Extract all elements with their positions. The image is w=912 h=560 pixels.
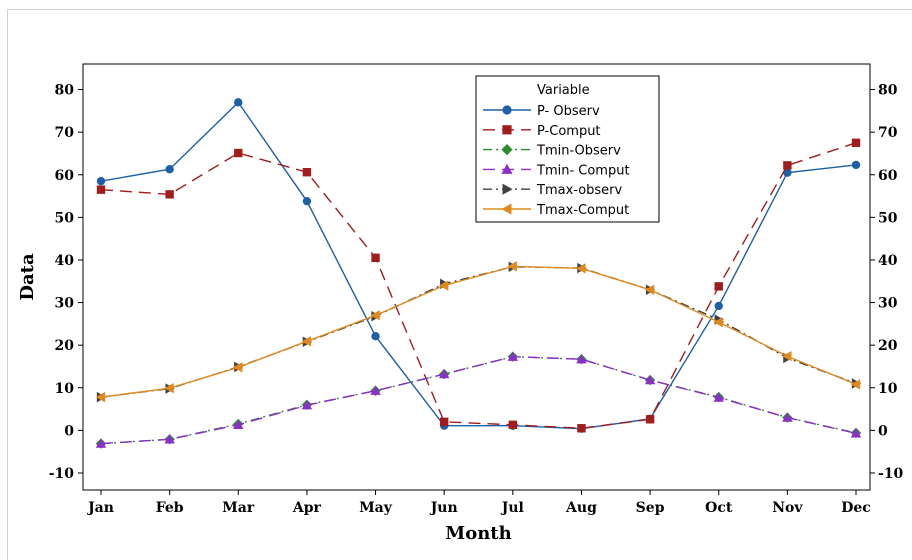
series-3-point	[782, 412, 793, 422]
x-tick-label: Mar	[222, 500, 255, 516]
legend-label-5: Tmax-Comput	[536, 203, 629, 218]
y-tick-label-left: -10	[49, 466, 75, 482]
series-1-point	[234, 148, 243, 158]
plot-border	[82, 63, 871, 491]
series-1-point	[302, 168, 312, 177]
series-3-point	[95, 438, 107, 448]
x-tick-label: Feb	[156, 500, 184, 516]
y-tick-label-left: 0	[64, 423, 74, 439]
legend-marker-3	[501, 163, 513, 174]
legend-marker-5	[501, 203, 512, 215]
legend-label-4: Tmax-observ	[536, 183, 623, 198]
series-1-point	[714, 282, 723, 291]
series-1-point	[439, 417, 449, 427]
series-3-point	[507, 351, 519, 361]
series-line-5	[100, 265, 857, 398]
series-5-point	[233, 362, 243, 373]
series-1-point	[371, 253, 380, 263]
series-0-point	[165, 165, 174, 174]
x-tick-label: Jun	[429, 500, 458, 516]
x-axis-title: Month	[445, 523, 511, 544]
legend-marker-4	[502, 183, 513, 195]
legend-title: Variable	[537, 83, 590, 98]
x-tick-label: Jul	[500, 500, 524, 516]
y-tick-label-left: 60	[55, 168, 75, 184]
series-5-point	[713, 316, 723, 328]
y-tick-label-right: 60	[878, 168, 898, 184]
series-3-point	[713, 392, 724, 402]
legend-marker-0	[502, 105, 512, 115]
y-tick-label-left: 50	[55, 210, 75, 226]
series-line-4	[100, 266, 857, 398]
series-3-point	[438, 368, 450, 379]
series-line-0	[100, 101, 857, 430]
series-5-point	[850, 379, 861, 390]
y-tick-label-left: 40	[55, 253, 75, 269]
series-1-point	[96, 185, 106, 194]
series-line-1	[100, 142, 857, 429]
series-5-point	[644, 284, 655, 295]
x-tick-label: Oct	[705, 500, 733, 516]
y-tick-label-right: 80	[878, 83, 898, 99]
series-5-point	[164, 382, 174, 394]
y-tick-label-right: 50	[878, 210, 898, 226]
y-tick-label-left: 10	[55, 381, 75, 397]
series-0-point	[371, 332, 380, 341]
series-1-point	[508, 420, 518, 430]
y-tick-label-right: 70	[878, 125, 898, 141]
series-3-point	[301, 400, 313, 410]
series-3-point	[850, 428, 862, 438]
series-0-point	[302, 196, 312, 206]
legend-label-2: Tmin-Observ	[536, 144, 621, 159]
x-tick-label: Dec	[841, 500, 871, 516]
series-0-point	[783, 168, 792, 177]
y-tick-label-left: 70	[55, 125, 75, 141]
legend-marker-1	[502, 125, 512, 135]
x-tick-label: May	[359, 500, 393, 516]
series-line-3	[100, 355, 857, 445]
series-5-point	[576, 263, 586, 274]
series-0-point	[714, 301, 723, 311]
y-tick-label-left: 20	[55, 338, 75, 354]
series-5-point	[95, 391, 106, 403]
legend-label-0: P- Observ	[537, 104, 600, 119]
y-tick-label-left: 30	[55, 296, 75, 312]
y-tick-label-right: 30	[878, 296, 898, 312]
x-tick-label: Aug	[565, 500, 597, 516]
series-1-point	[577, 424, 586, 433]
y-tick-label-right: 40	[878, 253, 898, 269]
legend-marker-2	[501, 144, 513, 156]
x-tick-label: Sep	[636, 500, 665, 516]
series-1-point	[165, 190, 174, 199]
series-3-point	[576, 354, 587, 364]
y-axis-title: Data	[17, 253, 38, 301]
series-5-point	[507, 261, 517, 272]
series-1-point	[783, 161, 792, 170]
legend-label-3: Tmin- Comput	[536, 163, 630, 178]
x-tick-label: Nov	[772, 500, 803, 516]
series-3-point	[164, 434, 175, 444]
series-1-point	[645, 415, 655, 424]
y-tick-label-right: 10	[878, 381, 898, 397]
x-tick-label: Apr	[292, 500, 322, 516]
chart-frame	[7, 9, 912, 560]
series-5-point	[438, 280, 449, 291]
y-tick-label-left: 80	[55, 83, 75, 99]
series-0-point	[96, 176, 106, 186]
series-3-point	[233, 419, 244, 429]
x-tick-label: Jan	[86, 500, 114, 516]
series-5-point	[370, 310, 380, 321]
legend-label-1: P-Comput	[537, 124, 601, 139]
series-5-point	[301, 336, 312, 347]
series-3-point	[644, 374, 656, 385]
series-0-point	[234, 98, 243, 107]
y-tick-label-right: 0	[878, 423, 888, 439]
y-tick-label-right: 20	[878, 338, 898, 354]
series-5-point	[782, 351, 792, 362]
series-3-point	[370, 385, 381, 395]
series-1-point	[851, 138, 861, 148]
series-0-point	[851, 160, 861, 170]
y-tick-label-right: -10	[878, 466, 904, 482]
